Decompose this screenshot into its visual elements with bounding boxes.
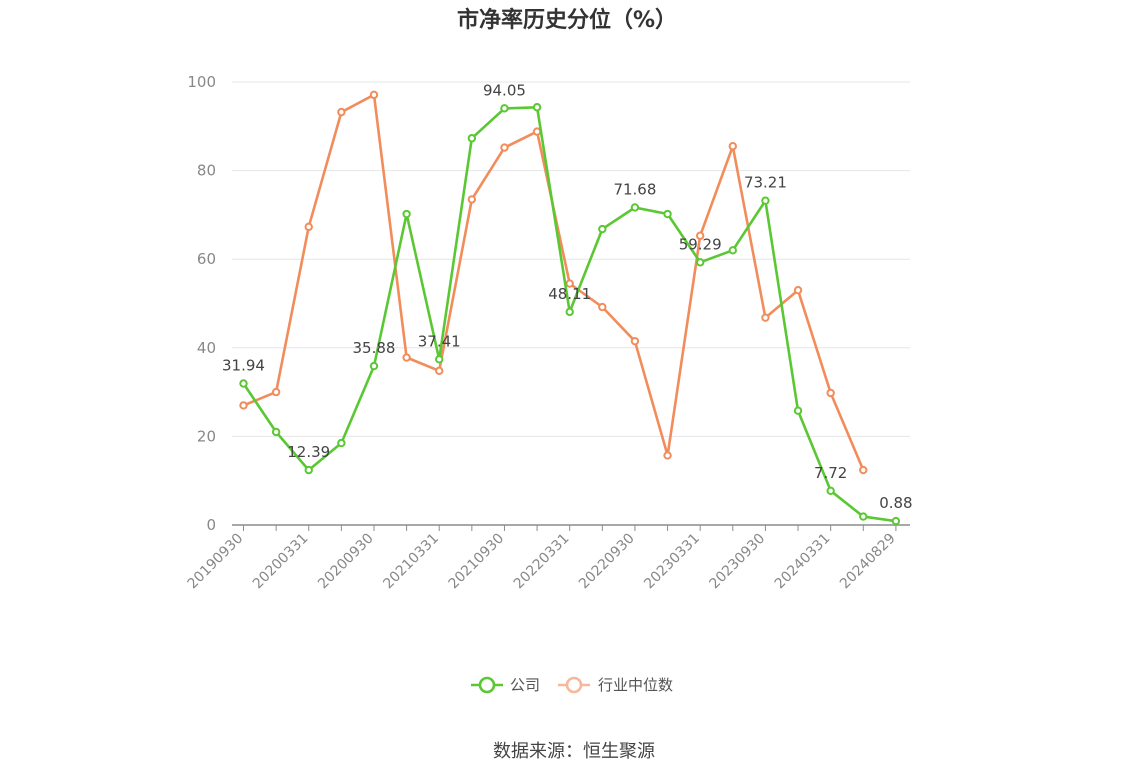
y-tick-label: 0 bbox=[206, 516, 216, 534]
data-point[interactable] bbox=[402, 353, 411, 362]
data-point[interactable] bbox=[500, 143, 509, 152]
data-point[interactable] bbox=[239, 379, 248, 388]
x-tick-label: 20240829 bbox=[837, 531, 899, 593]
data-label: 31.94 bbox=[222, 357, 265, 375]
data-label: 71.68 bbox=[613, 180, 656, 198]
data-point[interactable] bbox=[435, 355, 444, 364]
data-point[interactable] bbox=[337, 107, 346, 117]
x-tick-label: 20240331 bbox=[772, 531, 834, 593]
source-note: 数据来源：恒生聚源 bbox=[493, 741, 655, 762]
data-point[interactable] bbox=[369, 361, 379, 371]
data-label: 37.41 bbox=[418, 332, 461, 350]
data-label: 73.21 bbox=[744, 174, 787, 192]
y-tick-label: 40 bbox=[197, 339, 216, 357]
legend[interactable]: 公司 行业中位数 bbox=[471, 676, 673, 694]
data-point[interactable] bbox=[695, 258, 705, 267]
y-tick-label: 20 bbox=[197, 427, 216, 445]
legend-item[interactable]: 行业中位数 bbox=[558, 676, 673, 694]
data-point[interactable] bbox=[859, 512, 868, 521]
data-label: 35.88 bbox=[353, 339, 396, 357]
data-point[interactable] bbox=[467, 195, 477, 204]
x-tick-label: 20220930 bbox=[576, 531, 638, 593]
data-labels: 31.94 12.39 35.88 37.41 94.05 48.11 71.68 59.29… bbox=[222, 81, 913, 512]
data-point[interactable] bbox=[761, 196, 770, 205]
data-point[interactable] bbox=[793, 286, 803, 295]
data-point[interactable] bbox=[793, 406, 803, 415]
data-label: 7.72 bbox=[814, 464, 847, 482]
data-label: 48.11 bbox=[548, 285, 591, 303]
x-tick-label: 20210930 bbox=[446, 531, 508, 593]
data-point[interactable] bbox=[630, 203, 640, 212]
legend-item[interactable]: 公司 bbox=[471, 676, 540, 694]
data-point[interactable] bbox=[271, 427, 281, 437]
series-line bbox=[243, 93, 865, 471]
data-point[interactable] bbox=[304, 222, 313, 232]
data-point[interactable] bbox=[500, 104, 509, 113]
data-point[interactable] bbox=[467, 134, 477, 143]
y-tick-label: 80 bbox=[197, 162, 216, 180]
data-point[interactable] bbox=[761, 313, 770, 322]
x-tick-label: 20230331 bbox=[641, 531, 703, 593]
data-point[interactable] bbox=[598, 224, 607, 234]
data-point[interactable] bbox=[663, 209, 672, 219]
data-point[interactable] bbox=[728, 142, 737, 151]
legend-label: 行业中位数 bbox=[598, 676, 673, 694]
data-point[interactable] bbox=[565, 307, 574, 317]
grid-lines bbox=[232, 81, 910, 437]
y-axis: 0 20 40 60 80 100 bbox=[187, 73, 216, 534]
plot-area bbox=[239, 90, 901, 526]
data-point[interactable] bbox=[532, 103, 542, 112]
data-point[interactable] bbox=[859, 465, 868, 475]
data-point[interactable] bbox=[304, 465, 313, 475]
x-tick-label: 20200331 bbox=[250, 531, 312, 593]
data-label: 12.39 bbox=[287, 443, 330, 461]
data-point[interactable] bbox=[630, 336, 640, 346]
data-point[interactable] bbox=[271, 387, 281, 397]
data-point[interactable] bbox=[695, 231, 705, 240]
x-tick-label: 20210331 bbox=[380, 531, 442, 593]
chart-title: 市净率历史分位（%） bbox=[457, 7, 677, 33]
data-point[interactable] bbox=[369, 90, 379, 100]
x-tick-label: 20220331 bbox=[511, 531, 573, 593]
legend-swatch-marker bbox=[565, 676, 583, 694]
data-label: 0.88 bbox=[879, 494, 912, 512]
legend-label: 公司 bbox=[510, 676, 540, 694]
data-label: 94.05 bbox=[483, 81, 526, 99]
data-point[interactable] bbox=[728, 246, 737, 255]
data-point[interactable] bbox=[598, 302, 607, 312]
data-point[interactable] bbox=[826, 388, 835, 398]
y-tick-label: 60 bbox=[197, 250, 216, 268]
x-axis: 20190930 20200331 20200930 20210331 20210930… bbox=[185, 524, 910, 593]
x-tick-label: 20200930 bbox=[315, 531, 377, 593]
data-point[interactable] bbox=[337, 438, 346, 448]
data-point[interactable] bbox=[826, 486, 835, 496]
data-point[interactable] bbox=[663, 451, 672, 460]
data-label: 59.29 bbox=[679, 235, 722, 253]
data-point[interactable] bbox=[402, 209, 411, 219]
y-tick-label: 100 bbox=[187, 73, 216, 91]
legend-swatch-marker bbox=[478, 676, 496, 694]
data-point[interactable] bbox=[239, 401, 248, 410]
data-point[interactable] bbox=[891, 516, 901, 526]
x-tick-label: 20230930 bbox=[707, 531, 769, 593]
x-tick-label: 20190930 bbox=[185, 531, 247, 593]
data-point[interactable] bbox=[435, 366, 444, 376]
